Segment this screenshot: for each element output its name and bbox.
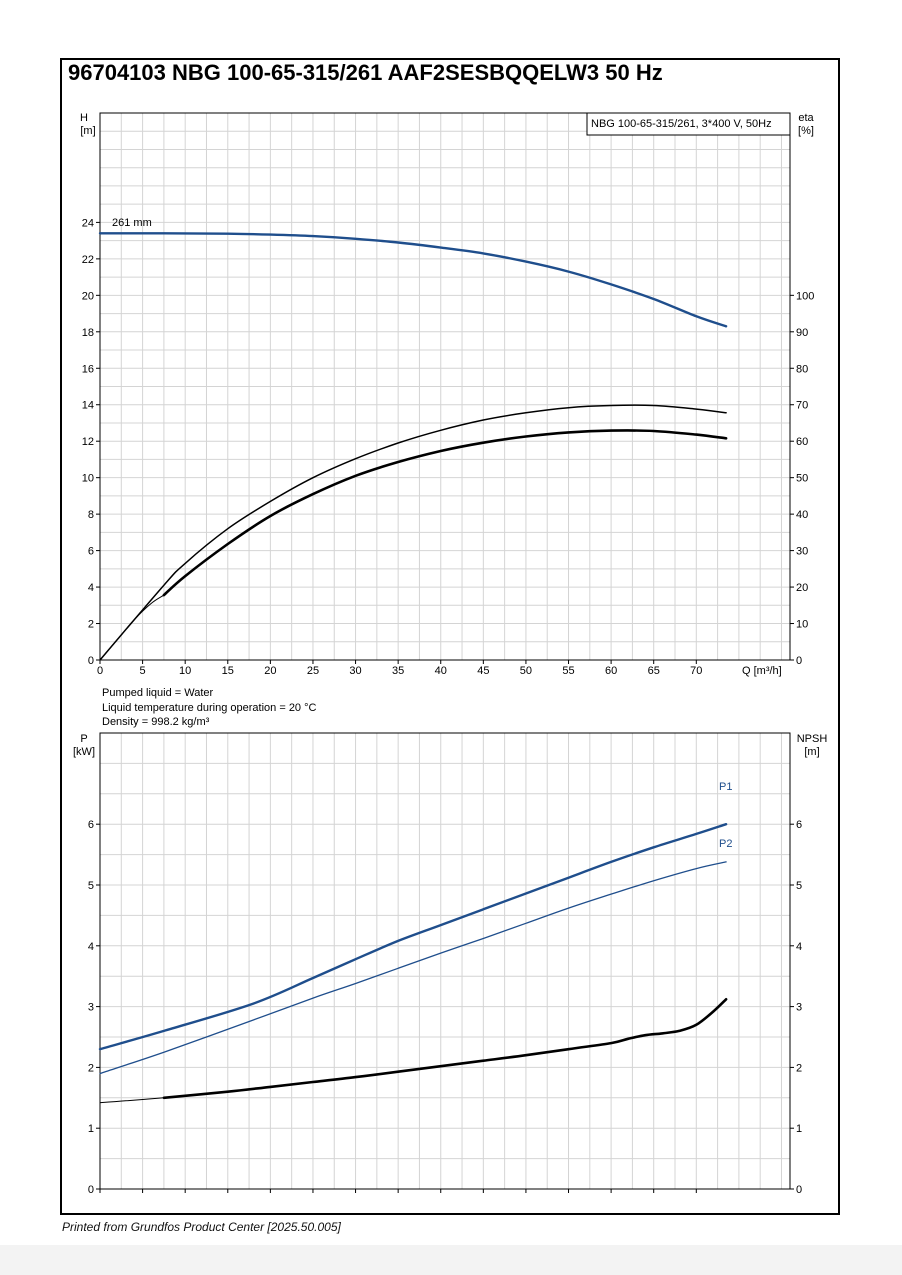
lower-y2-tick-label: 5 <box>796 880 802 892</box>
lower-y-tick-label: 1 <box>88 1123 94 1135</box>
upper-y2-tick-label: 60 <box>796 436 808 448</box>
upper-y2-tick-label: 10 <box>796 619 808 631</box>
upper-series-2-line <box>162 429 728 597</box>
lower-plot-frame <box>99 732 791 1190</box>
upper-grid <box>100 113 790 660</box>
lower-series-1-line <box>99 861 727 1075</box>
lower-grid <box>100 733 790 1189</box>
legend-box-text: NBG 100-65-315/261, 3*400 V, 50Hz <box>591 118 772 130</box>
upper-series-3-line <box>99 594 165 661</box>
power-npsh-chart: 0 1 2 3 4 5 6 0 1 2 3 4 5 6 P [kW] NPSH [m] P1 P2 <box>73 732 828 1196</box>
upper-x-tick-label: 65 <box>648 665 660 677</box>
upper-y-tick-label: 22 <box>82 254 94 266</box>
document-frame <box>60 58 840 1215</box>
lower-ticks: 0 1 2 3 4 5 6 0 1 2 3 4 5 6 <box>88 819 802 1196</box>
upper-y-tick-label: 4 <box>88 582 94 594</box>
upper-y2-tick-label: 80 <box>796 363 808 375</box>
p-axis-label: P <box>80 733 87 745</box>
upper-y2-tick-label: 0 <box>796 655 802 667</box>
upper-y-tick-label: 24 <box>82 217 94 229</box>
upper-y2-tick-label: 90 <box>796 327 808 339</box>
document-title: 96704103 NBG 100-65-315/261 AAF2SESBQQEL… <box>68 60 663 85</box>
upper-y2-tick-label: 40 <box>796 509 808 521</box>
upper-x-tick-label: 20 <box>264 665 276 677</box>
upper-y-tick-label: 12 <box>82 436 94 448</box>
lower-y2-tick-label: 1 <box>796 1123 802 1135</box>
lower-y2-tick-label: 3 <box>796 1002 802 1014</box>
print-footer: Printed from Grundfos Product Center [20… <box>62 1220 341 1234</box>
p1-curve-label: P1 <box>719 781 732 793</box>
h-axis-unit: [m] <box>80 125 95 137</box>
upper-x-tick-label: 15 <box>222 665 234 677</box>
npsh-axis-unit: [m] <box>804 746 819 758</box>
lower-y-tick-label: 2 <box>88 1062 94 1074</box>
lower-series <box>98 823 728 1104</box>
upper-y-tick-label: 14 <box>82 400 94 412</box>
upper-x-tick-label: 70 <box>690 665 702 677</box>
upper-series-0-line <box>98 232 728 328</box>
lower-y-tick-label: 0 <box>88 1184 94 1196</box>
upper-y2-tick-label: 100 <box>796 290 814 302</box>
upper-y-tick-label: 20 <box>82 290 94 302</box>
lower-y-tick-label: 6 <box>88 819 94 831</box>
density-note: Density = 998.2 kg/m³ <box>102 716 210 728</box>
upper-x-tick-label: 40 <box>435 665 447 677</box>
upper-x-tick-label: 45 <box>477 665 489 677</box>
upper-x-tick-label: 50 <box>520 665 532 677</box>
lower-series-2-line <box>162 998 728 1100</box>
upper-y2-tick-label: 30 <box>796 546 808 558</box>
upper-series-1-line <box>99 404 727 661</box>
upper-x-tick-label: 25 <box>307 665 319 677</box>
upper-y2-tick-label: 20 <box>796 582 808 594</box>
viewer-bottom-band <box>0 1245 902 1275</box>
upper-y2-tick-label: 70 <box>796 400 808 412</box>
eta-axis-unit: [%] <box>798 125 814 137</box>
lower-y-tick-label: 4 <box>88 941 94 953</box>
upper-y-tick-label: 8 <box>88 509 94 521</box>
upper-x-tick-label: 0 <box>97 665 103 677</box>
upper-x-tick-label: 10 <box>179 665 191 677</box>
upper-x-tick-label: 35 <box>392 665 404 677</box>
impeller-diameter-label: 261 mm <box>112 217 152 229</box>
lower-y-tick-label: 5 <box>88 880 94 892</box>
upper-y-tick-label: 18 <box>82 327 94 339</box>
h-axis-label: H <box>80 112 88 124</box>
lower-y2-tick-label: 0 <box>796 1184 802 1196</box>
lower-y2-tick-label: 2 <box>796 1062 802 1074</box>
p-axis-unit: [kW] <box>73 746 95 758</box>
upper-series <box>98 232 728 661</box>
upper-x-tick-label: 60 <box>605 665 617 677</box>
upper-x-tick-label: 30 <box>349 665 361 677</box>
q-axis-label: Q [m³/h] <box>742 665 782 677</box>
upper-x-tick-label: 5 <box>140 665 146 677</box>
pumped-liquid-note: Pumped liquid = Water <box>102 687 214 699</box>
p2-curve-label: P2 <box>719 838 732 850</box>
upper-y-tick-label: 6 <box>88 546 94 558</box>
upper-ticks: 0 5 10 15 20 25 30 35 40 45 50 55 60 65 70024681012141… <box>82 217 815 677</box>
lower-y2-tick-label: 4 <box>796 941 802 953</box>
liquid-temperature-note: Liquid temperature during operation = 20… <box>102 702 317 714</box>
upper-y-tick-label: 16 <box>82 363 94 375</box>
upper-plot-frame <box>99 112 791 661</box>
lower-y-tick-label: 3 <box>88 1002 94 1014</box>
lower-series-0-line <box>98 823 728 1051</box>
upper-y-tick-label: 0 <box>88 655 94 667</box>
head-efficiency-chart: 0 5 10 15 20 25 30 35 40 45 50 55 60 65 70024681012141… <box>80 112 815 677</box>
eta-axis-label: eta <box>798 112 814 124</box>
upper-y2-tick-label: 50 <box>796 473 808 485</box>
npsh-axis-label: NPSH <box>797 733 828 745</box>
lower-series-3-line <box>99 1097 165 1104</box>
legend-box <box>586 112 791 136</box>
lower-y2-tick-label: 6 <box>796 819 802 831</box>
upper-x-tick-label: 55 <box>562 665 574 677</box>
upper-y-tick-label: 2 <box>88 619 94 631</box>
upper-y-tick-label: 10 <box>82 473 94 485</box>
